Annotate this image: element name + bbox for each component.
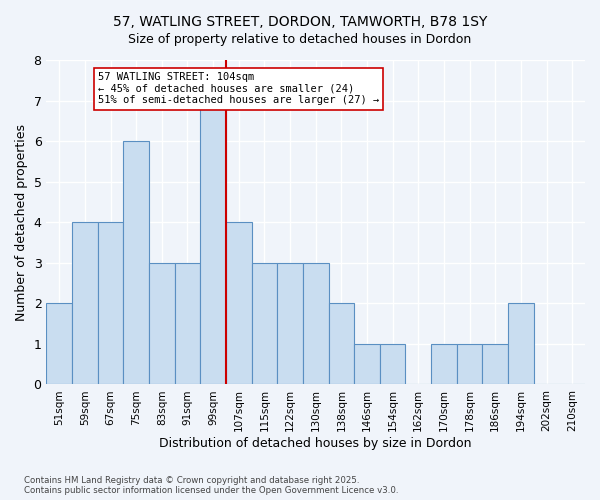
Text: 57 WATLING STREET: 104sqm
← 45% of detached houses are smaller (24)
51% of semi-: 57 WATLING STREET: 104sqm ← 45% of detac…: [98, 72, 379, 106]
Bar: [277, 263, 303, 384]
Bar: [226, 222, 251, 384]
Bar: [200, 100, 226, 385]
Bar: [98, 222, 124, 384]
Bar: [482, 344, 508, 385]
Bar: [46, 304, 72, 384]
Bar: [329, 304, 354, 384]
Text: Size of property relative to detached houses in Dordon: Size of property relative to detached ho…: [128, 32, 472, 46]
Text: Contains HM Land Registry data © Crown copyright and database right 2025.
Contai: Contains HM Land Registry data © Crown c…: [24, 476, 398, 495]
Y-axis label: Number of detached properties: Number of detached properties: [15, 124, 28, 320]
Text: 57, WATLING STREET, DORDON, TAMWORTH, B78 1SY: 57, WATLING STREET, DORDON, TAMWORTH, B7…: [113, 15, 487, 29]
Bar: [431, 344, 457, 385]
Bar: [149, 263, 175, 384]
Bar: [354, 344, 380, 385]
Bar: [251, 263, 277, 384]
Bar: [508, 304, 534, 384]
Bar: [457, 344, 482, 385]
Bar: [175, 263, 200, 384]
Bar: [303, 263, 329, 384]
X-axis label: Distribution of detached houses by size in Dordon: Distribution of detached houses by size …: [160, 437, 472, 450]
Bar: [380, 344, 406, 385]
Bar: [124, 141, 149, 384]
Bar: [72, 222, 98, 384]
